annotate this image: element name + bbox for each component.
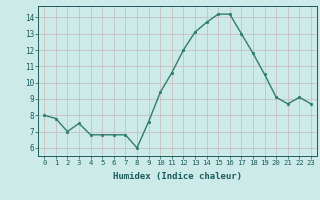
- X-axis label: Humidex (Indice chaleur): Humidex (Indice chaleur): [113, 172, 242, 181]
